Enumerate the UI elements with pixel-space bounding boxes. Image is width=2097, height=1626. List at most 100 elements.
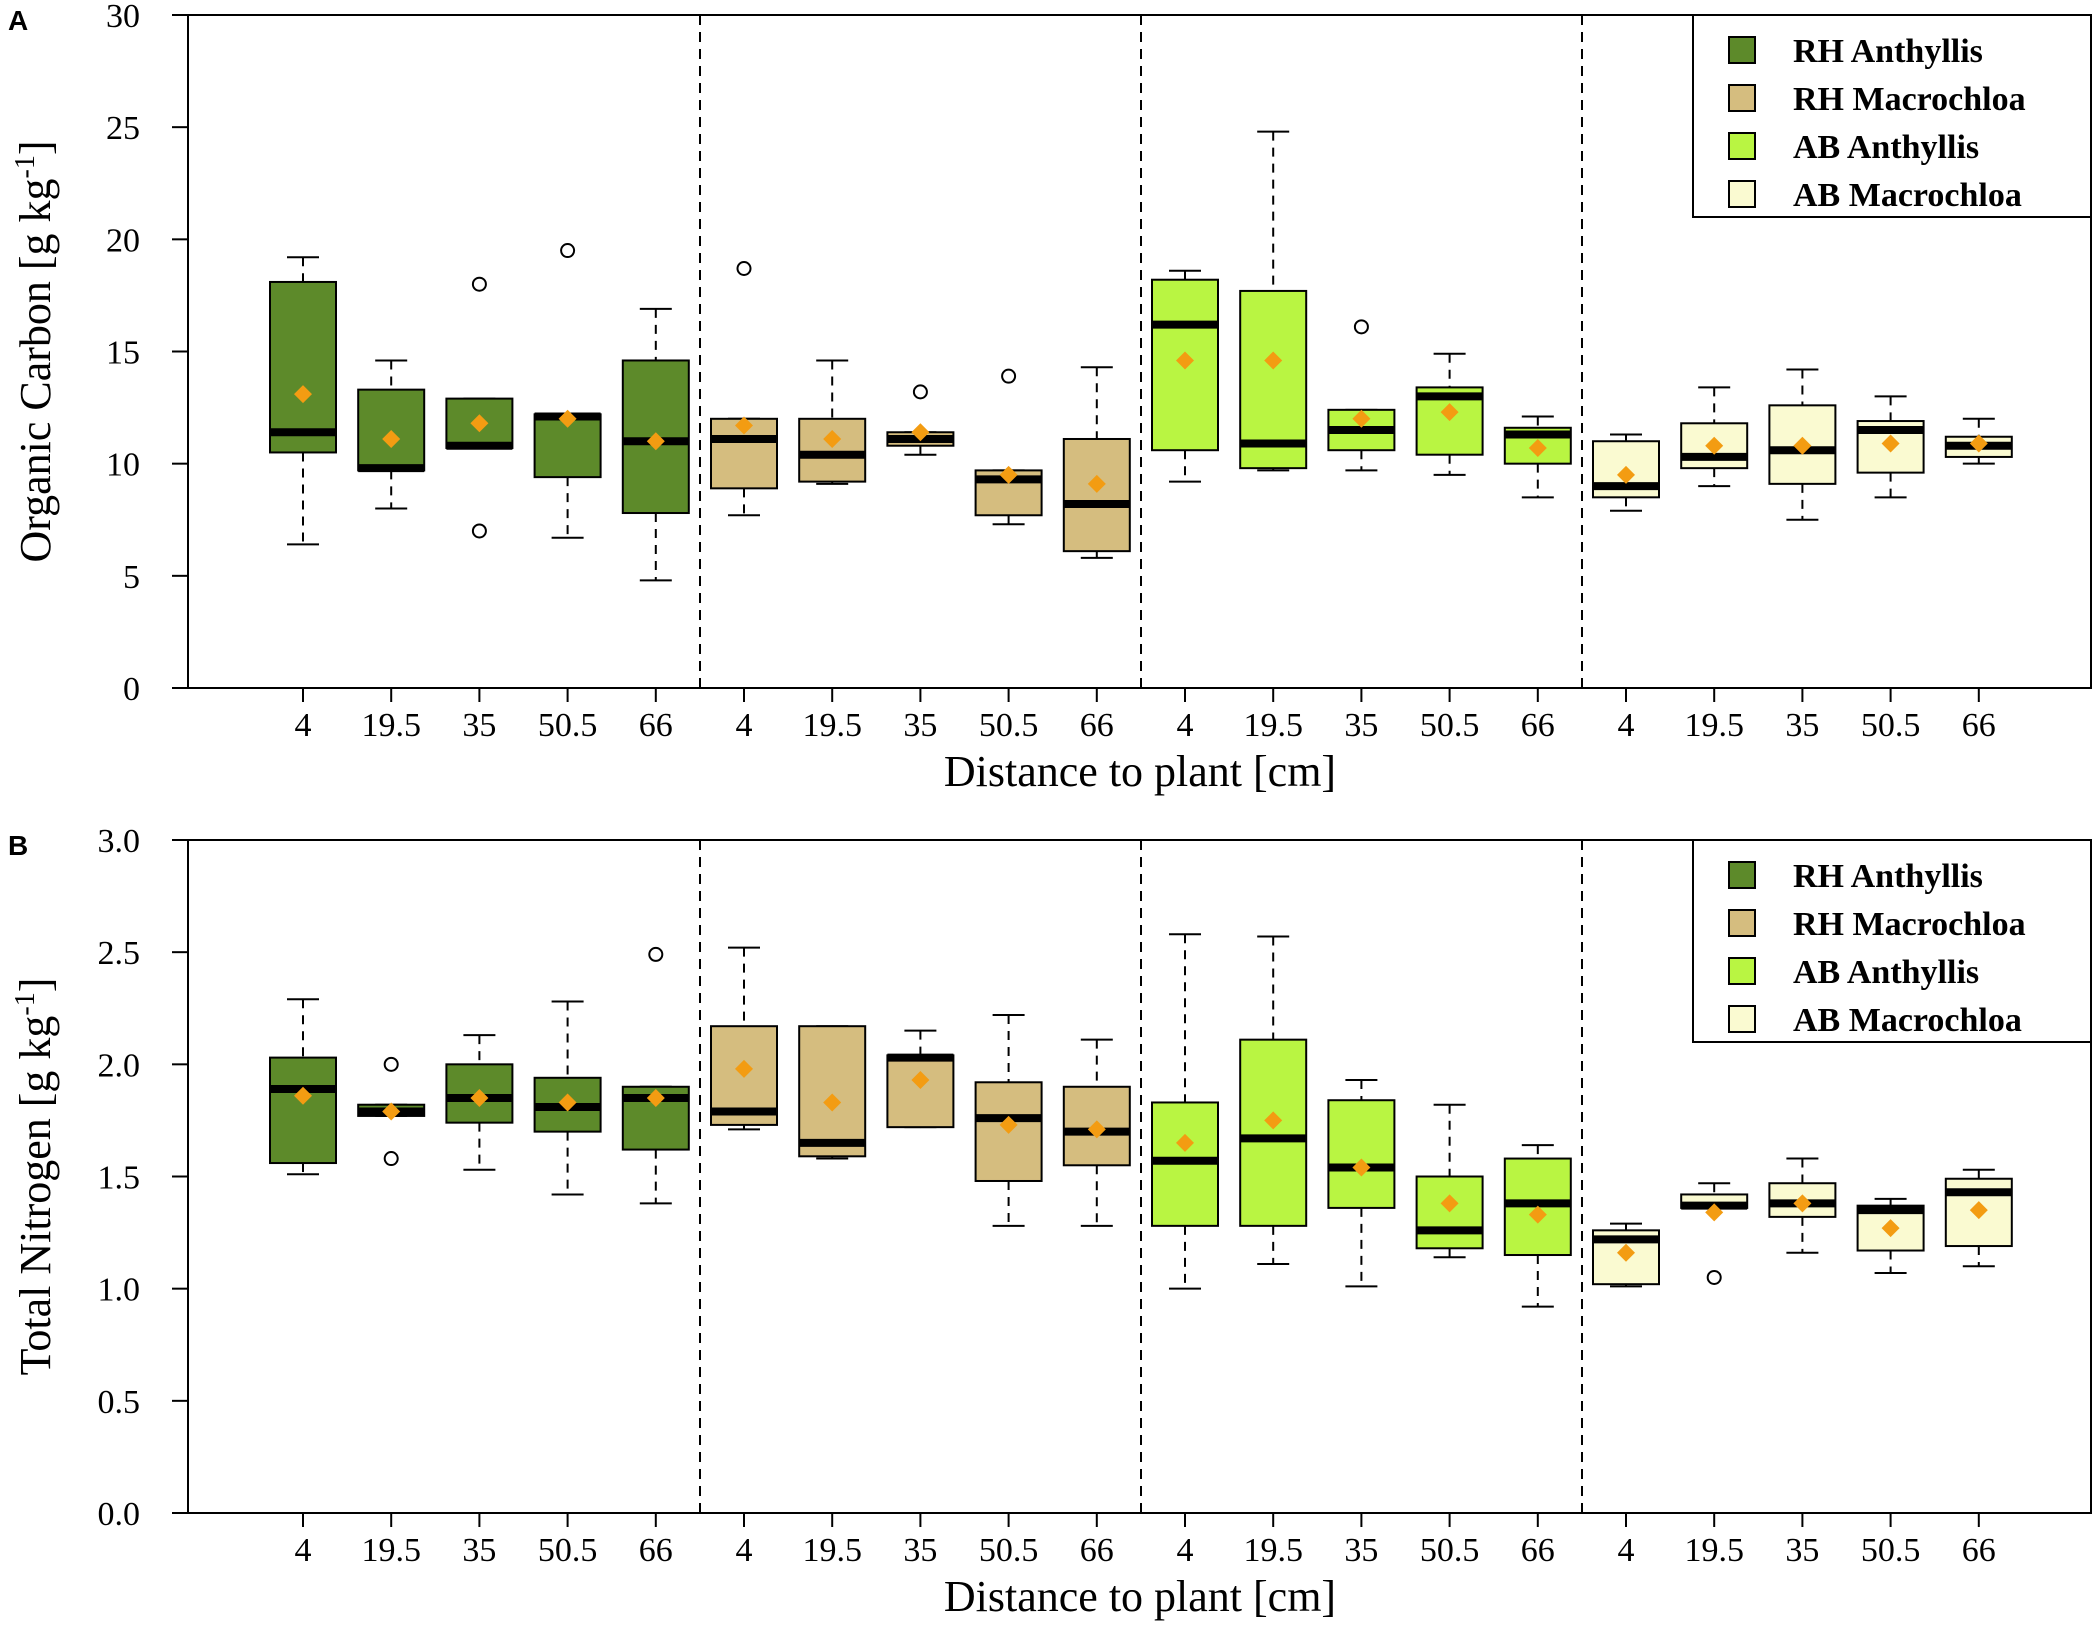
box-rh-macrochloa-35 (886, 1029, 955, 1129)
y-tick-label: 3.0 (98, 823, 141, 860)
box-rh-macrochloa-4 (710, 946, 778, 1131)
y-tick-label: 1.5 (98, 1160, 141, 1197)
y-axis-title-sup: -1 (10, 155, 41, 178)
x-tick-label: 19.5 (361, 1532, 421, 1569)
box-ab-anthyllis-19.5 (1239, 130, 1308, 472)
outlier-point (383, 1056, 399, 1072)
outlier-point (1706, 1269, 1722, 1285)
x-tick-label: 35 (462, 1532, 496, 1569)
box-ab-macrochloa-19.5 (1680, 386, 1749, 488)
mean-marker (1793, 436, 1812, 455)
x-tick-label: 66 (639, 1532, 673, 1569)
y-tick-label: 2.0 (98, 1047, 141, 1084)
x-tick-label: 4 (1177, 707, 1194, 744)
y-axis-title-sup: -1 (10, 992, 41, 1015)
mean-marker (911, 423, 930, 442)
x-tick-label: 4 (736, 707, 753, 744)
legend-swatch (1728, 861, 1756, 889)
mean-marker (1176, 351, 1194, 370)
legend-label: RH Anthyllis (1793, 33, 1983, 70)
mean-marker (558, 1093, 577, 1112)
box-ab-macrochloa-35 (1768, 1157, 1837, 1254)
x-tick-label: 4 (736, 1532, 753, 1569)
x-tick-label: 19.5 (802, 1532, 862, 1569)
box-ab-macrochloa-66 (1944, 1168, 2013, 1268)
box-body (269, 1056, 337, 1165)
box-rh-anthyllis-66 (621, 307, 690, 582)
x-tick-label: 35 (1785, 1532, 1819, 1569)
y-tick-label: 0.0 (98, 1496, 141, 1533)
box-ab-anthyllis-4 (1151, 933, 1219, 1290)
box-body (1239, 1038, 1308, 1227)
box-rh-anthyllis-19.5 (357, 1056, 426, 1167)
legend-swatch (1728, 36, 1756, 64)
x-tick-label: 4 (1618, 1532, 1635, 1569)
outlier-point (560, 243, 576, 259)
box-body (886, 1054, 955, 1129)
legend-swatch (1728, 84, 1756, 112)
legend-label: AB Macrochloa (1793, 1002, 2022, 1039)
box-rh-anthyllis-66 (621, 946, 690, 1205)
mean-marker (1440, 403, 1459, 422)
x-tick-label: 66 (1080, 707, 1114, 744)
box-ab-anthyllis-50.5 (1415, 352, 1484, 476)
legend-label: AB Anthyllis (1793, 129, 1979, 166)
mean-marker (470, 414, 489, 433)
legend-swatch (1728, 180, 1756, 208)
box-body (798, 417, 867, 483)
mean-marker (1264, 1111, 1283, 1130)
box-ab-anthyllis-66 (1503, 415, 1572, 499)
box-rh-macrochloa-35 (886, 384, 955, 456)
box-rh-anthyllis-19.5 (357, 359, 426, 510)
outlier-point (471, 276, 487, 292)
box-ab-anthyllis-4 (1151, 269, 1219, 483)
y-tick-label: 1.0 (98, 1272, 141, 1309)
mean-marker (1352, 1158, 1371, 1177)
mean-marker (382, 429, 401, 448)
panel-a: A 0 5 10 15 20 25 30 Organic Carbon [g kg-1] 4 19.… (8, 0, 2092, 796)
mean-marker (1176, 1133, 1194, 1152)
mean-marker (382, 1102, 401, 1121)
x-tick-label: 50.5 (1861, 707, 1921, 744)
outlier-point (912, 384, 928, 400)
box-rh-macrochloa-66 (1062, 366, 1131, 559)
y-tick-label: 30 (106, 0, 140, 35)
legend: RH Anthyllis RH Macrochloa AB Anthyllis AB … (1692, 14, 2092, 218)
box-body (1239, 289, 1308, 470)
mean-marker (646, 1088, 665, 1107)
mean-marker (1881, 1219, 1900, 1238)
outlier-point (383, 1151, 399, 1167)
box-ab-anthyllis-19.5 (1239, 935, 1308, 1265)
box-ab-macrochloa-50.5 (1856, 395, 1925, 499)
mean-marker (1087, 474, 1106, 493)
x-tick-label: 66 (1962, 1532, 1996, 1569)
mean-marker (1440, 1194, 1459, 1213)
mean-marker (1705, 1203, 1724, 1222)
legend-label: RH Macrochloa (1793, 906, 2026, 943)
mean-marker (1087, 1120, 1106, 1139)
legend-box (1692, 14, 2092, 218)
box-ab-macrochloa-35 (1768, 368, 1837, 521)
box-ab-anthyllis-35 (1327, 319, 1396, 472)
x-tick-label: 35 (903, 1532, 937, 1569)
x-tick-label: 66 (1080, 1532, 1114, 1569)
x-tick-label: 66 (1521, 707, 1555, 744)
box-rh-anthyllis-4 (269, 256, 337, 546)
legend-label: AB Anthyllis (1793, 954, 1979, 991)
box-body (269, 280, 337, 454)
x-tick-label: 19.5 (802, 707, 862, 744)
x-tick-label: 19.5 (1243, 1532, 1303, 1569)
legend-swatch (1728, 909, 1756, 937)
outlier-point (736, 260, 752, 276)
x-tick-label: 50.5 (1420, 1532, 1480, 1569)
mean-marker (1617, 465, 1635, 484)
box-rh-macrochloa-19.5 (798, 1025, 867, 1160)
mean-marker (823, 1093, 842, 1112)
y-axis-title: Total Nitrogen [g kg-1] (10, 978, 60, 1376)
x-tick-label: 19.5 (1684, 707, 1744, 744)
x-tick-label: 35 (462, 707, 496, 744)
x-tick-label: 50.5 (1861, 1532, 1921, 1569)
mean-marker (823, 429, 842, 448)
y-tick-label: 15 (106, 335, 140, 372)
